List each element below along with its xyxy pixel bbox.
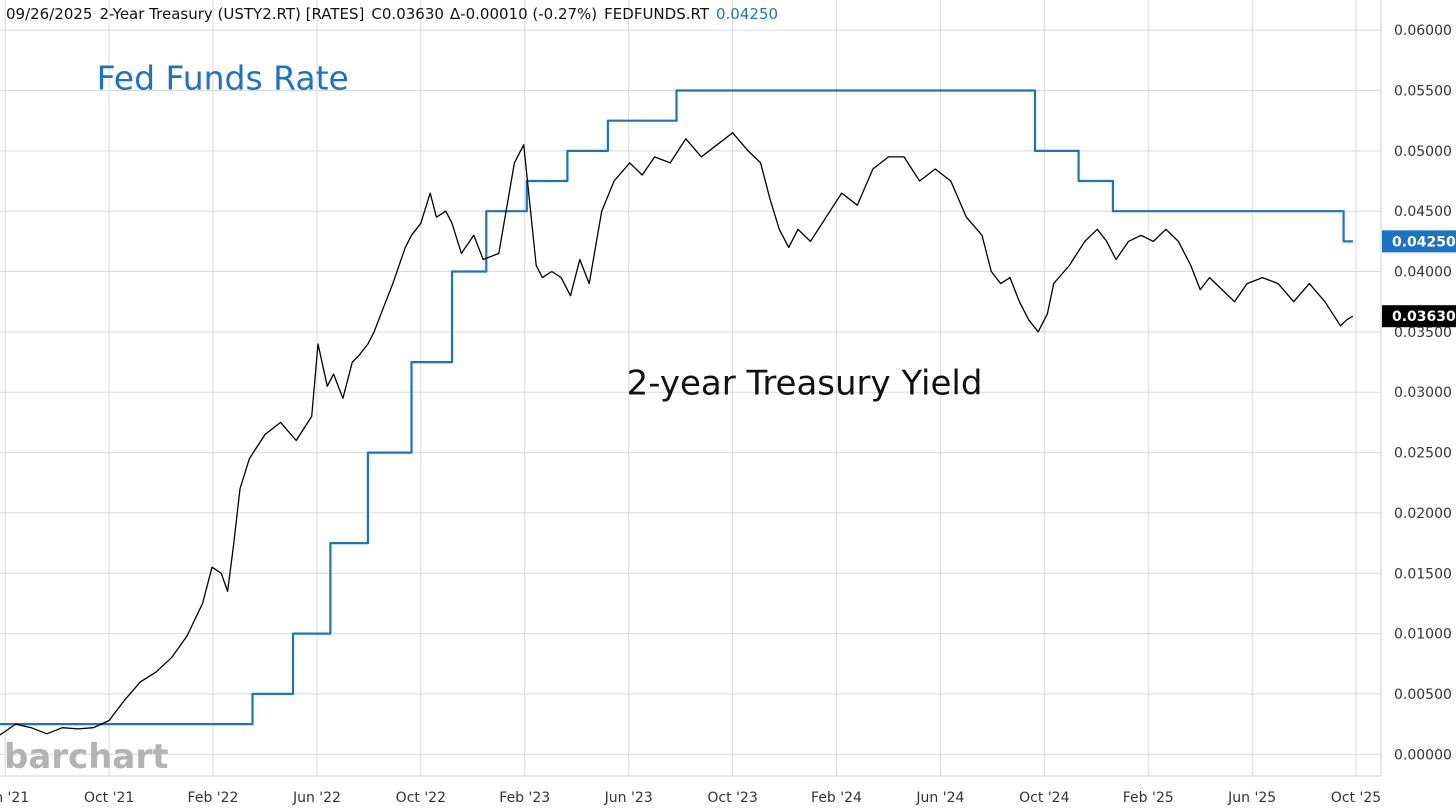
barchart-logo: barchart [4, 737, 168, 777]
header-text: 09/26/2025 2-Year Treasury (USTY2.RT) [RA… [6, 5, 778, 23]
x-tick-label: Feb '22 [188, 790, 239, 806]
y-tick-label: 0.00000 [1394, 747, 1452, 763]
y-tick-label: 0.03000 [1394, 385, 1452, 401]
header-close: C0.03630 [371, 5, 444, 23]
x-tick-label: Feb '24 [811, 790, 862, 806]
grid [0, 0, 1382, 777]
annotations: Fed Funds Rate 2-year Treasury Yield [97, 58, 983, 403]
y-tick-label: 0.05000 [1394, 144, 1452, 160]
header-instrument: 2-Year Treasury (USTY2.RT) [RATES] [99, 5, 364, 23]
y-tick-label: 0.04000 [1394, 265, 1452, 281]
treasury-yield-line [0, 132, 1354, 736]
fed-funds-annotation: Fed Funds Rate [97, 58, 349, 97]
y-tick-label: 0.01000 [1394, 627, 1452, 643]
y-tick-label: 0.06000 [1394, 23, 1452, 39]
y-tick-label: 0.05500 [1394, 84, 1452, 100]
chart-header: 09/26/2025 2-Year Treasury (USTY2.RT) [RA… [6, 5, 778, 23]
treasury-last-value-label: 0.03630 [1392, 309, 1456, 325]
x-tick-label: Oct '25 [1331, 790, 1381, 806]
x-tick-label: Feb '23 [499, 790, 550, 806]
treasury-annotation: 2-year Treasury Yield [627, 364, 983, 404]
fed-funds-line [0, 89, 1353, 726]
y-tick-label: 0.03500 [1394, 325, 1452, 341]
last-value-badges: 0.04250 0.03630 [1382, 230, 1456, 328]
fed-last-value-label: 0.04250 [1392, 234, 1456, 250]
y-tick-label: 0.02000 [1394, 506, 1452, 522]
y-tick-label: 0.04500 [1394, 204, 1452, 220]
x-axis: Jun '21 Oct '21 Feb '22 Jun '22 Oct '22 Feb '… [0, 790, 1381, 806]
x-tick-label: Jun '21 [0, 790, 29, 806]
x-tick-label: Jun '23 [604, 790, 653, 806]
header-fed-value: 0.04250 [716, 5, 778, 23]
x-tick-label: Oct '23 [707, 790, 757, 806]
x-tick-label: Oct '24 [1019, 790, 1069, 806]
x-tick-label: Jun '22 [292, 790, 341, 806]
x-tick-label: Oct '21 [84, 790, 134, 806]
x-tick-label: Oct '22 [396, 790, 446, 806]
y-tick-label: 0.02500 [1394, 446, 1452, 462]
fed-last-value-badge [1382, 230, 1456, 253]
y-axis: 0.00000 0.00500 0.01000 0.01500 0.02000 0.025… [1394, 23, 1452, 763]
x-tick-label: Jun '25 [1227, 790, 1276, 806]
x-tick-label: Feb '25 [1123, 790, 1174, 806]
header-change: Δ-0.00010 (-0.27%) [450, 5, 597, 23]
y-tick-label: 0.01500 [1394, 566, 1452, 582]
series [0, 89, 1354, 736]
y-tick-label: 0.00500 [1394, 687, 1452, 703]
header-fed-symbol: FEDFUNDS.RT [604, 5, 710, 23]
x-tick-label: Jun '24 [915, 790, 964, 806]
header-date: 09/26/2025 [6, 5, 92, 23]
treasury-last-value-badge [1382, 305, 1456, 328]
